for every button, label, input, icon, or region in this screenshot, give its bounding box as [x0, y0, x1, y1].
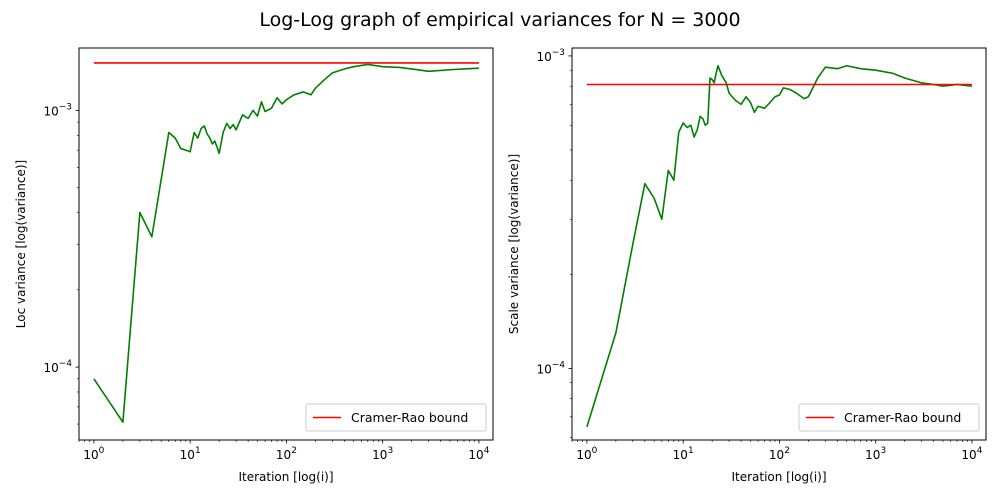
- x-tick-label: 102: [276, 446, 297, 462]
- scale-plot-xlabel: Iteration [log(i)]: [731, 470, 826, 484]
- x-tick-label: 104: [961, 446, 982, 462]
- y-tick-label: 10−3: [43, 102, 72, 118]
- scale-plot-lines: [586, 64, 973, 428]
- loc-legend-box: [305, 403, 487, 432]
- scale-variance-plot: 100 101 102 103 104 10−4 10−3 Iteration [log(i…: [507, 47, 987, 484]
- scale-plot-ticks: 100 101 102 103 104 10−4 10−3: [536, 48, 982, 462]
- loc-variance-plot: 100 101 102 103 104 10−4 10−3 Iteration [log(i…: [14, 47, 494, 484]
- loc-plot-ylabel: Loc variance [log(variance)]: [14, 160, 28, 328]
- x-tick-label: 100: [83, 446, 104, 462]
- scale-plot-frame: [571, 47, 987, 441]
- loc-plot-frame: [78, 47, 494, 441]
- loc-plot-legend: Cramer-Rao bound: [305, 403, 487, 432]
- loc-plot-xlabel: Iteration [log(i)]: [238, 470, 333, 484]
- y-tick-label: 10−4: [43, 359, 72, 375]
- y-tick-label: 10−4: [536, 360, 565, 376]
- loc-legend-label: Cramer-Rao bound: [351, 410, 468, 425]
- x-tick-label: 100: [576, 446, 597, 462]
- x-tick-label: 103: [865, 446, 886, 462]
- x-tick-label: 103: [372, 446, 393, 462]
- x-tick-label: 104: [468, 446, 489, 462]
- scale-legend-box: [798, 403, 980, 432]
- x-tick-label: 102: [769, 446, 790, 462]
- empirical-variance-line: [586, 64, 973, 428]
- scale-plot-legend: Cramer-Rao bound: [798, 403, 980, 432]
- figure-title: Log-Log graph of empirical variances for…: [259, 9, 740, 31]
- y-tick-label: 10−3: [536, 48, 565, 64]
- empirical-variance-line: [93, 63, 479, 424]
- x-tick-label: 101: [673, 446, 694, 462]
- loc-plot-lines: [93, 62, 479, 424]
- loc-plot-ticks: 100 101 102 103 104 10−4 10−3: [43, 102, 489, 462]
- scale-plot-ylabel: Scale variance [log(variance)]: [507, 154, 521, 334]
- scale-legend-label: Cramer-Rao bound: [844, 410, 961, 425]
- x-tick-label: 101: [180, 446, 201, 462]
